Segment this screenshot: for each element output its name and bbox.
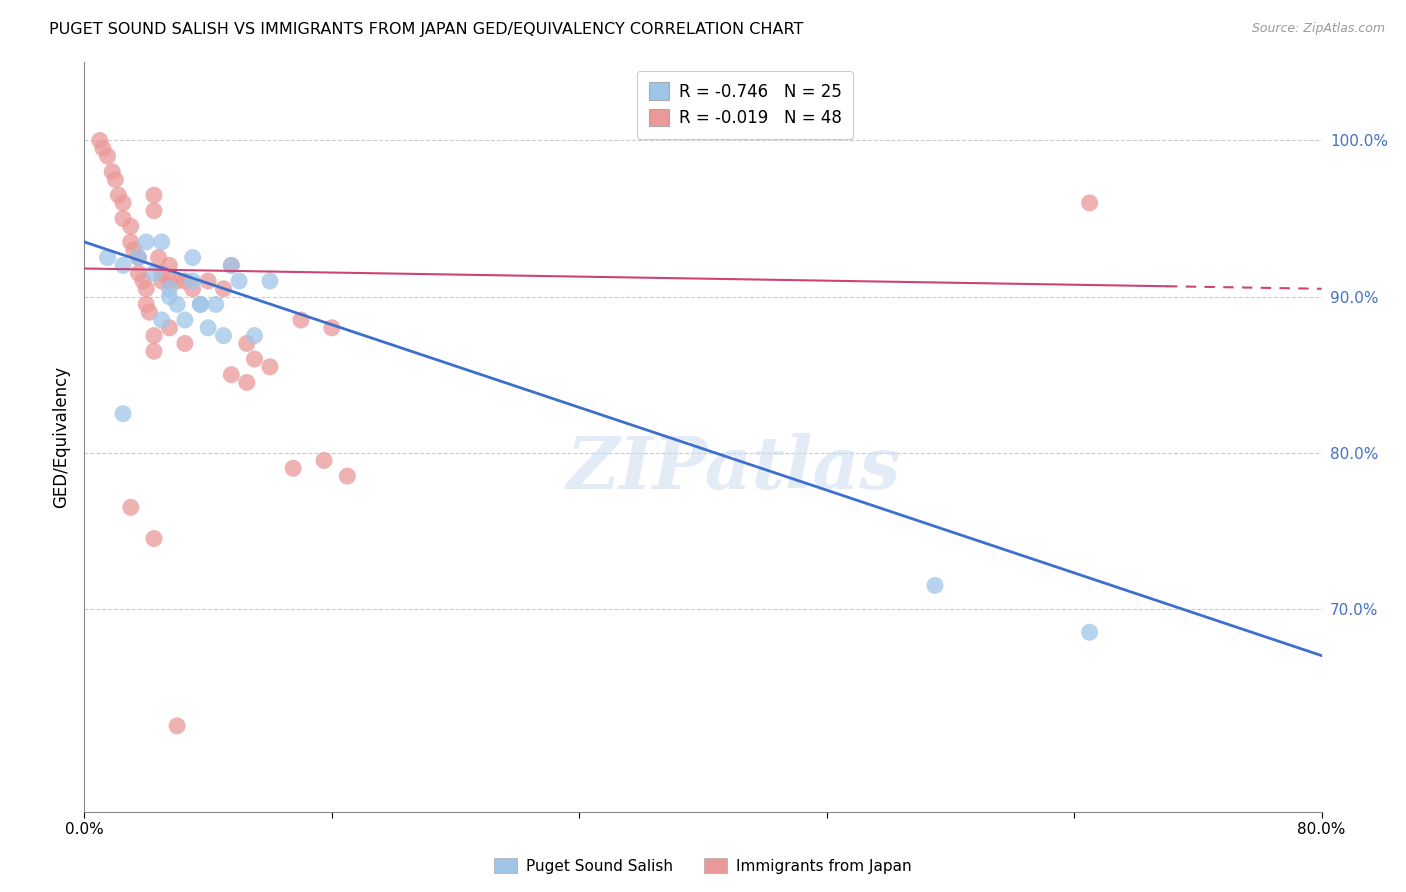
Point: [188, 297, 212, 311]
Point: [150, 235, 173, 249]
Point: [174, 274, 197, 288]
Text: PUGET SOUND SALISH VS IMMIGRANTS FROM JAPAN GED/EQUIVALENCY CORRELATION CHART: PUGET SOUND SALISH VS IMMIGRANTS FROM JA…: [49, 22, 804, 37]
Point: [205, 297, 228, 311]
Point: [321, 321, 343, 335]
Point: [221, 259, 243, 273]
Point: [228, 274, 250, 288]
Point: [97, 251, 120, 265]
Point: [150, 266, 173, 280]
Point: [120, 219, 142, 234]
Point: [135, 297, 157, 311]
Point: [159, 259, 181, 273]
Point: [159, 282, 181, 296]
Point: [89, 133, 111, 147]
Point: [336, 469, 359, 483]
Point: [143, 266, 166, 280]
Point: [924, 578, 946, 592]
Point: [197, 321, 219, 335]
Legend: Puget Sound Salish, Immigrants from Japan: Puget Sound Salish, Immigrants from Japa…: [488, 852, 918, 880]
Point: [221, 259, 243, 273]
Point: [181, 251, 204, 265]
Point: [259, 359, 281, 374]
Point: [97, 149, 120, 163]
Point: [138, 305, 160, 319]
Point: [143, 344, 166, 359]
Point: [112, 259, 135, 273]
Point: [101, 164, 124, 178]
Point: [143, 532, 166, 546]
Text: Source: ZipAtlas.com: Source: ZipAtlas.com: [1251, 22, 1385, 36]
Point: [174, 313, 197, 327]
Point: [166, 274, 188, 288]
Point: [314, 453, 336, 467]
Point: [188, 297, 212, 311]
Point: [159, 321, 181, 335]
Point: [135, 282, 157, 296]
Point: [107, 188, 129, 202]
Point: [122, 243, 145, 257]
Point: [128, 251, 150, 265]
Point: [197, 274, 219, 288]
Point: [181, 274, 204, 288]
Point: [104, 172, 127, 186]
Point: [135, 235, 157, 249]
Point: [120, 500, 142, 515]
Point: [166, 297, 188, 311]
Point: [181, 282, 204, 296]
Text: ZIPatlas: ZIPatlas: [567, 433, 901, 504]
Point: [243, 328, 266, 343]
Point: [166, 719, 188, 733]
Y-axis label: GED/Equivalency: GED/Equivalency: [52, 366, 70, 508]
Point: [159, 274, 181, 288]
Point: [112, 407, 135, 421]
Point: [259, 274, 281, 288]
Point: [148, 251, 170, 265]
Point: [120, 235, 142, 249]
Point: [243, 351, 266, 366]
Point: [174, 336, 197, 351]
Point: [143, 188, 166, 202]
Point: [132, 274, 155, 288]
Point: [1078, 196, 1101, 211]
Point: [150, 274, 173, 288]
Point: [236, 376, 259, 390]
Point: [143, 203, 166, 218]
Point: [290, 313, 312, 327]
Legend: R = -0.746   N = 25, R = -0.019   N = 48: R = -0.746 N = 25, R = -0.019 N = 48: [637, 70, 853, 139]
Point: [1078, 625, 1101, 640]
Point: [128, 251, 150, 265]
Point: [212, 282, 235, 296]
Point: [128, 266, 150, 280]
Point: [221, 368, 243, 382]
Point: [236, 336, 259, 351]
Point: [112, 196, 135, 211]
Point: [212, 328, 235, 343]
Point: [112, 211, 135, 226]
Point: [283, 461, 305, 475]
Point: [150, 313, 173, 327]
Point: [91, 141, 114, 155]
Point: [143, 328, 166, 343]
Point: [159, 290, 181, 304]
